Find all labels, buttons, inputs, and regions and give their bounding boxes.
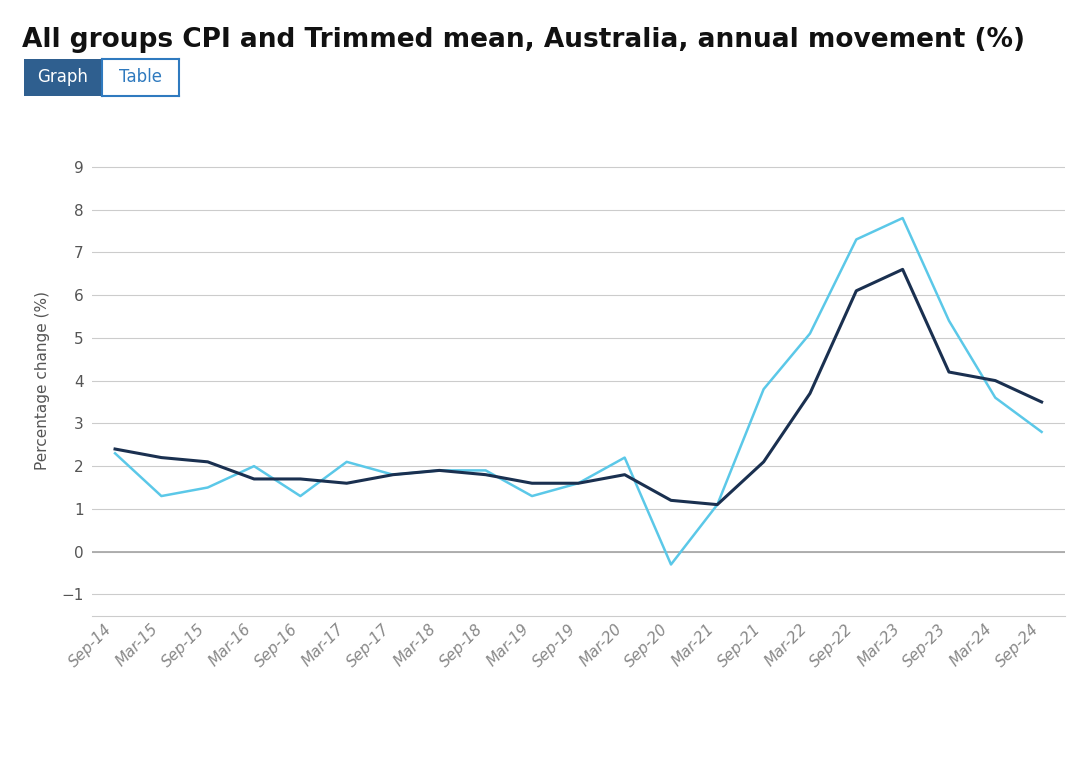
- Text: Table: Table: [119, 68, 162, 86]
- Text: Graph: Graph: [37, 68, 89, 86]
- Y-axis label: Percentage change (%): Percentage change (%): [35, 291, 50, 470]
- Text: All groups CPI and Trimmed mean, Australia, annual movement (%): All groups CPI and Trimmed mean, Austral…: [22, 27, 1025, 53]
